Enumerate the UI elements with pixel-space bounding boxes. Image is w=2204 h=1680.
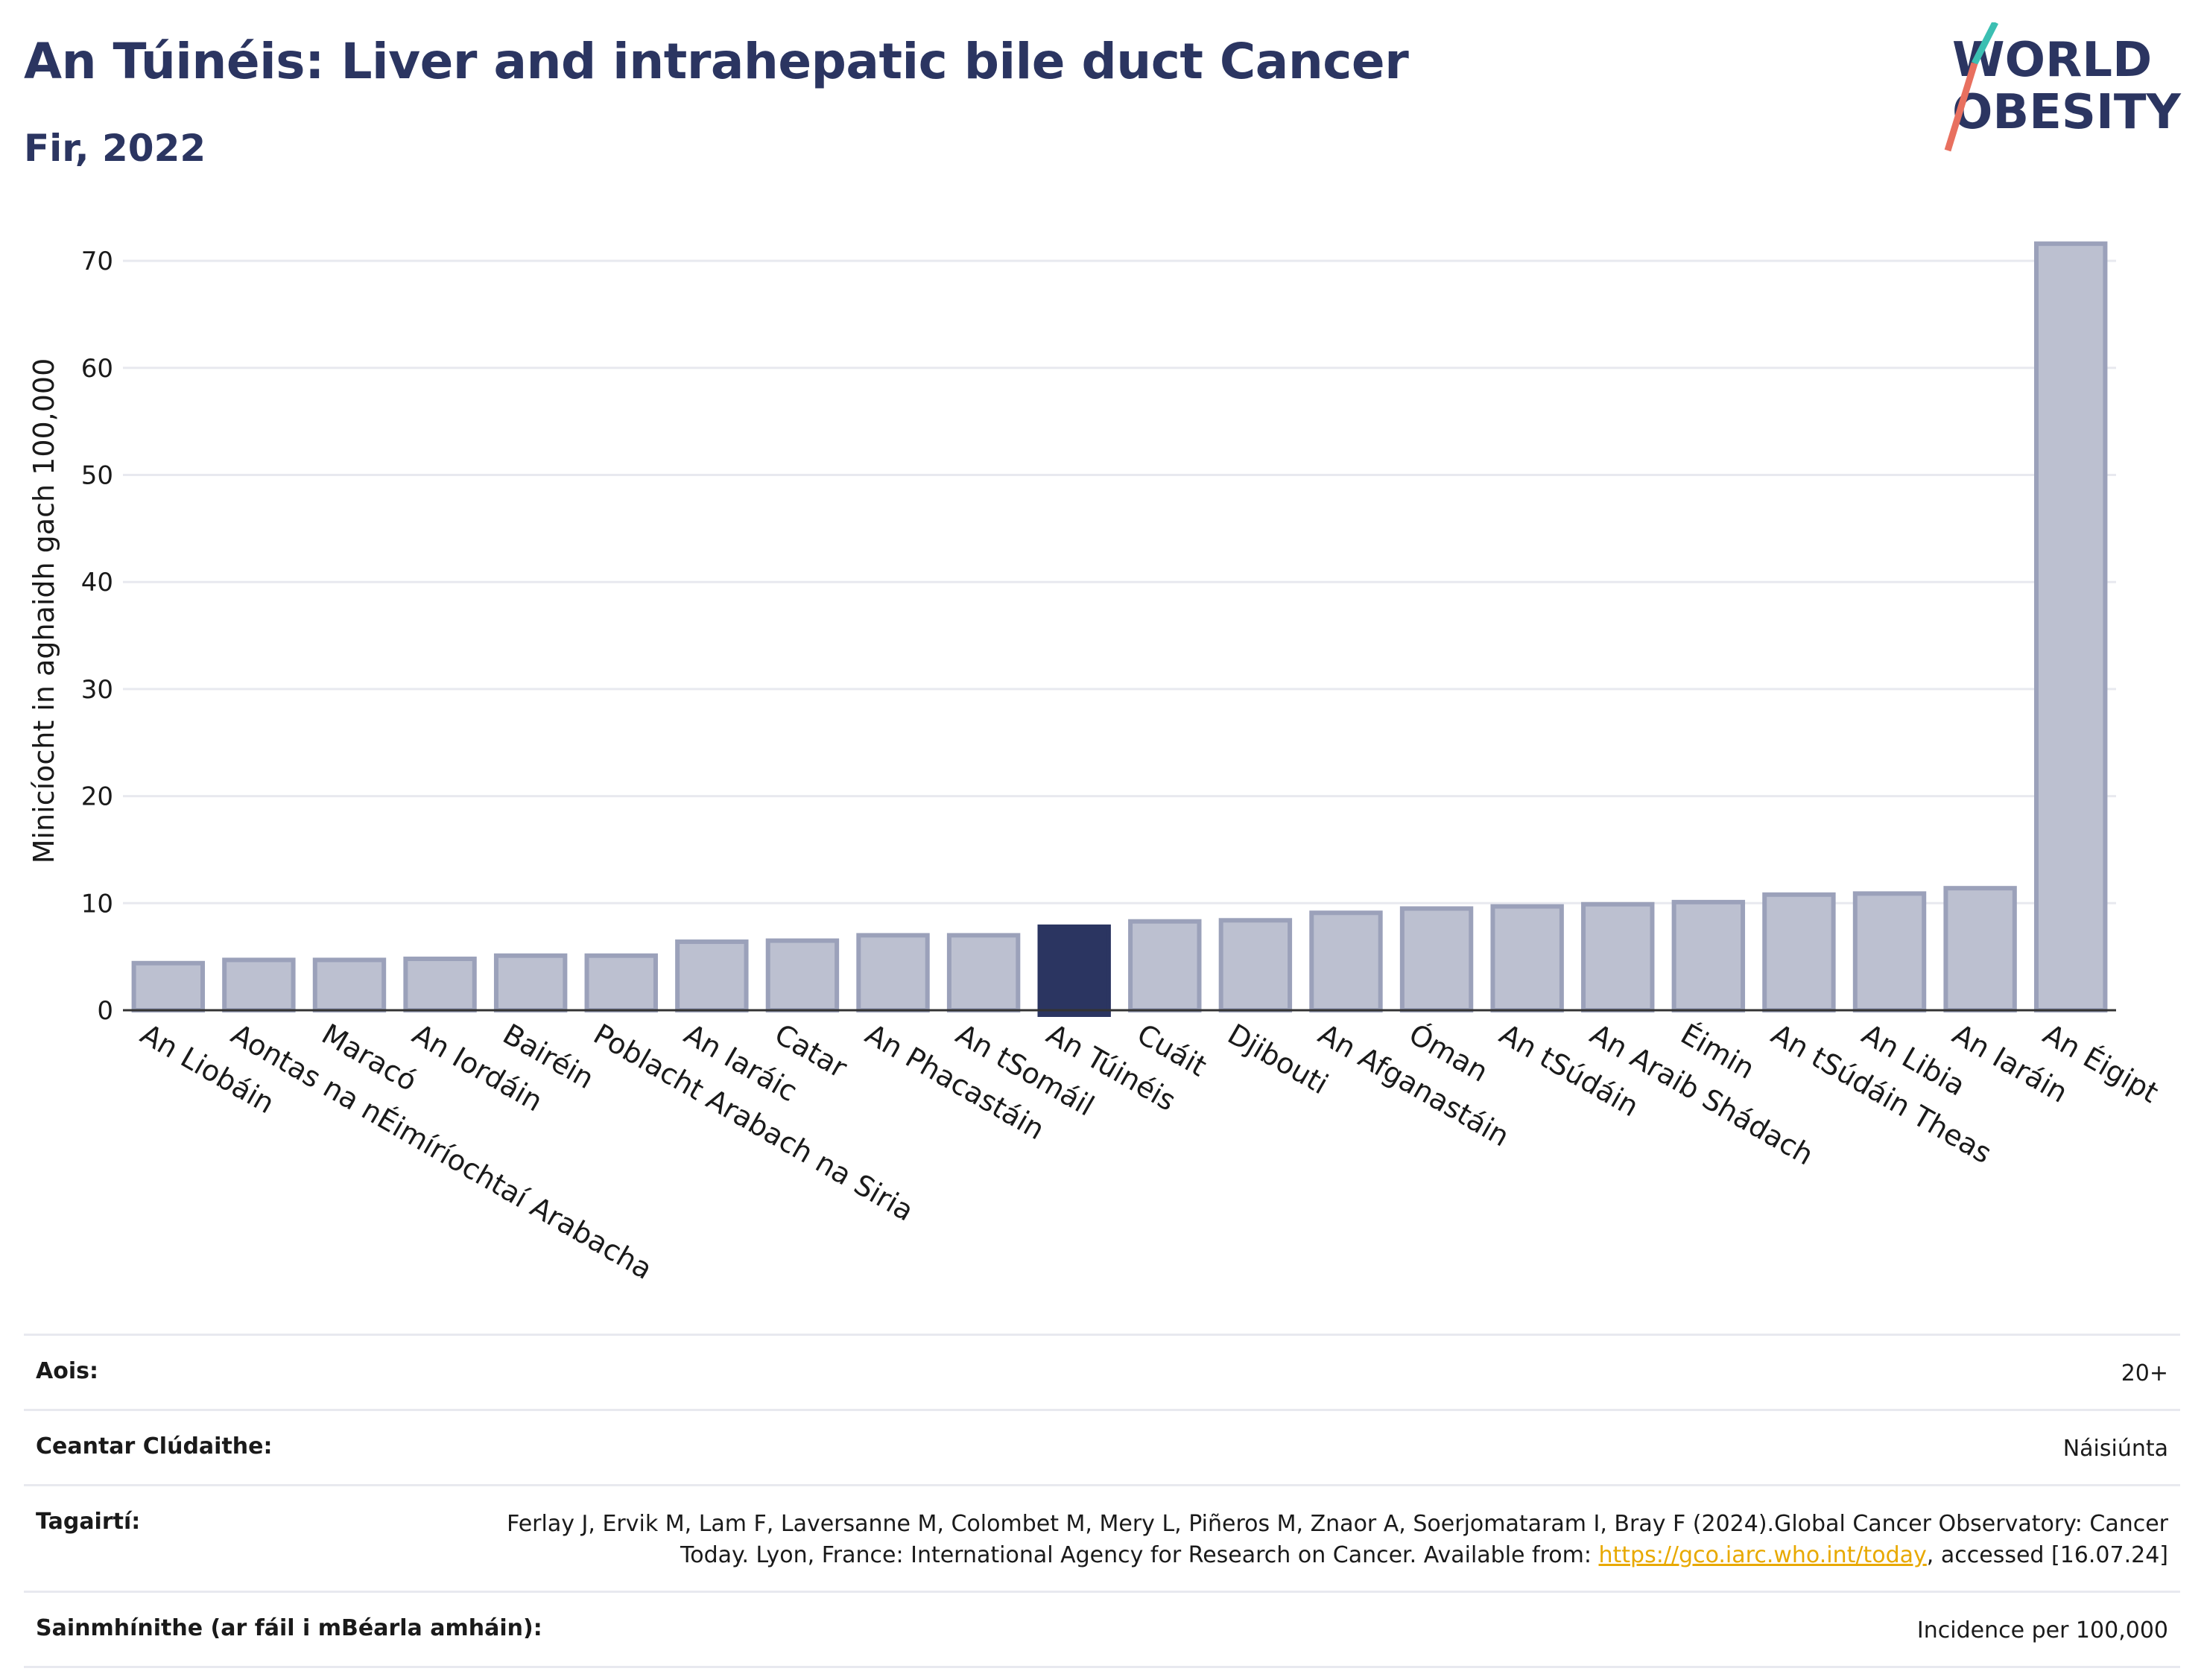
- bar[interactable]: [1852, 891, 1927, 1012]
- meta-label: Aois:: [36, 1358, 98, 1384]
- bar[interactable]: [222, 957, 296, 1013]
- y-tick-label: 20: [81, 782, 113, 812]
- y-axis-label: Minicíocht in aghaidh gach 100,000: [28, 358, 60, 864]
- x-tick-label: Djibouti: [1222, 1018, 1334, 1101]
- bar[interactable]: [2034, 241, 2108, 1012]
- chart-subtitle: Fir, 2022: [24, 127, 206, 170]
- y-axis-ticks: 0 10 20 30 40 50 60 70: [81, 247, 113, 1026]
- bar[interactable]: [403, 957, 477, 1013]
- meta-value: Ferlay J, Ervik M, Lam F, Laversanne M, …: [455, 1509, 2168, 1571]
- bar[interactable]: [1399, 906, 1474, 1012]
- bar[interactable]: [493, 953, 568, 1013]
- bar[interactable]: [1762, 892, 1836, 1012]
- bar[interactable]: [1490, 904, 1564, 1012]
- chart-title: An Túinéis: Liver and intrahepatic bile …: [24, 33, 1409, 90]
- meta-row-age: Aois: 20+: [24, 1334, 2180, 1409]
- y-tick-label: 10: [81, 889, 113, 919]
- bar[interactable]: [856, 933, 930, 1013]
- y-tick-label: 0: [97, 996, 113, 1026]
- bar[interactable]: [946, 933, 1021, 1013]
- bar[interactable]: [1218, 918, 1293, 1012]
- reference-text: Ferlay J, Ervik M, Lam F, Laversanne M, …: [507, 1511, 2168, 1568]
- meta-row-coverage: Ceantar Clúdaithe: Náisiúnta: [24, 1409, 2180, 1484]
- metadata-table: Aois: 20+ Ceantar Clúdaithe: Náisiúnta T…: [24, 1334, 2180, 1668]
- y-tick-label: 30: [81, 675, 113, 705]
- meta-label: Tagairtí:: [36, 1509, 141, 1535]
- bar[interactable]: [1581, 901, 1655, 1013]
- meta-label: Ceantar Clúdaithe:: [36, 1433, 273, 1459]
- meta-row-references: Tagairtí: Ferlay J, Ervik M, Lam F, Lave…: [24, 1484, 2180, 1591]
- world-obesity-logo: WORLD OBESITY: [1944, 22, 2181, 152]
- bar[interactable]: [1128, 919, 1202, 1013]
- bar[interactable]: [131, 960, 205, 1012]
- bars: [123, 241, 2116, 1017]
- y-tick-label: 60: [81, 354, 113, 384]
- bar[interactable]: [1037, 924, 1111, 1017]
- meta-row-definitions: Sainmhínithe (ar fáil i mBéarla amháin):…: [24, 1591, 2180, 1668]
- bar[interactable]: [675, 939, 749, 1012]
- svg-text:OBESITY: OBESITY: [1952, 85, 2181, 140]
- reference-link[interactable]: https://gco.iarc.who.int/today: [1598, 1542, 1927, 1568]
- y-tick-label: 40: [81, 568, 113, 597]
- meta-value: Náisiúnta: [2062, 1436, 2168, 1462]
- y-tick-label: 70: [81, 247, 113, 276]
- bar[interactable]: [312, 957, 387, 1013]
- meta-label: Sainmhínithe (ar fáil i mBéarla amháin):: [36, 1615, 542, 1641]
- reference-text-end: , accessed [16.07.24]: [1926, 1542, 2168, 1568]
- meta-value: Incidence per 100,000: [1916, 1617, 2168, 1643]
- meta-value: 20+: [2121, 1360, 2168, 1386]
- bar[interactable]: [1943, 886, 2017, 1012]
- bar[interactable]: [1309, 910, 1383, 1013]
- bar[interactable]: [765, 938, 840, 1012]
- bar[interactable]: [584, 953, 658, 1013]
- gridlines: [123, 259, 2116, 904]
- bar[interactable]: [1671, 899, 1746, 1013]
- y-tick-label: 50: [81, 461, 113, 491]
